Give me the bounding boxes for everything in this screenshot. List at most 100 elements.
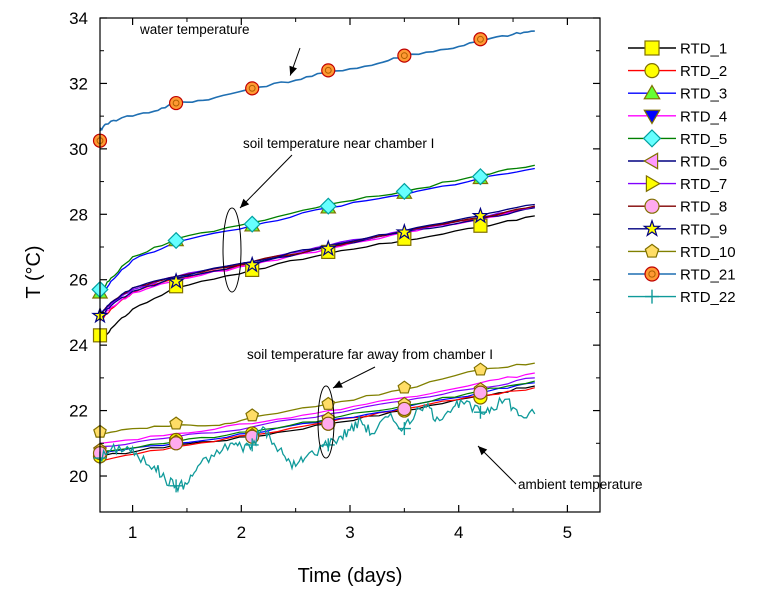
legend-marker-rtd_21-inner (648, 270, 656, 278)
series-marker-rtd_21-inner (248, 84, 256, 92)
annotation-ellipse (317, 385, 335, 459)
series-marker-rtd_22 (397, 422, 411, 436)
series-marker-rtd_21 (473, 32, 488, 47)
annotation-label: ambient temperature (518, 477, 643, 492)
series-line-rtd_5 (99, 164, 535, 294)
legend-marker-rtd_21 (644, 266, 660, 282)
series-line-rtd_4 (99, 207, 535, 320)
legend-marker-rtd_1 (644, 40, 660, 56)
series-marker-rtd_9 (167, 272, 185, 289)
legend-marker-rtd_9 (642, 218, 662, 237)
series-marker-rtd_9 (395, 222, 414, 240)
series-line-rtd_22 (99, 396, 536, 494)
series-marker-rtd_9 (319, 239, 338, 257)
series-marker-rtd_9 (471, 206, 490, 224)
annotation-arrow-head (478, 446, 488, 456)
series-marker-rtd_21 (397, 48, 412, 63)
series-line-rtd_6 (99, 207, 535, 318)
legend-label-rtd_10: RTD_10 (680, 244, 736, 261)
series-marker-rtd_21-inner (324, 66, 332, 74)
series-marker-rtd_22 (245, 438, 259, 452)
legend-label-rtd_6: RTD_6 (680, 154, 727, 171)
series-marker-rtd_21 (168, 95, 184, 111)
series-marker-rtd_9 (243, 255, 262, 273)
y-tick-label: 24 (69, 336, 88, 355)
x-axis-title: Time (days) (298, 565, 403, 587)
legend-label-rtd_8: RTD_8 (680, 199, 727, 216)
series-marker-rtd_21-inner (477, 35, 484, 43)
legend-marker-rtd_2 (644, 62, 660, 79)
legend-marker-rtd_10 (644, 243, 660, 258)
x-tick-label: 5 (563, 523, 572, 542)
legend-marker-rtd_3 (643, 84, 661, 100)
y-tick-label: 20 (69, 467, 88, 486)
series-marker-rtd_10 (169, 416, 183, 430)
series-marker-rtd_10 (473, 362, 488, 376)
series-marker-rtd_21-inner (400, 52, 408, 60)
legend-marker-rtd_4 (643, 109, 661, 125)
series-marker-rtd_21 (321, 63, 336, 78)
series-marker-rtd_5 (395, 182, 413, 201)
legend-label-rtd_7: RTD_7 (680, 176, 727, 193)
x-tick-label: 1 (128, 523, 137, 542)
annotation-arrow-line (239, 154, 293, 209)
series-line-rtd_8 (99, 205, 535, 317)
series-marker-rtd_5 (243, 215, 261, 233)
legend-label-rtd_2: RTD_2 (680, 63, 727, 80)
y-tick-label: 32 (69, 74, 88, 93)
annotation-arrow-head (333, 380, 343, 388)
y-tick-label: 34 (69, 9, 88, 28)
legend-marker-rtd_8 (644, 198, 660, 214)
annotation-arrow-head (289, 65, 298, 76)
series-marker-rtd_21 (245, 81, 260, 96)
y-tick-label: 22 (69, 402, 88, 421)
series-line-rtd_21 (99, 30, 535, 132)
legend: RTD_1 RTD_2 RTD_3 RTD_4 RTD_5 RTD_6 RTD_7 RTD_8… (628, 40, 736, 306)
legend-marker-rtd_6 (643, 152, 659, 170)
y-tick-label: 28 (69, 205, 88, 224)
legend-label-rtd_21: RTD_21 (680, 267, 736, 284)
series-marker-rtd_10 (321, 396, 336, 410)
legend-marker-rtd_7 (645, 174, 661, 193)
lower-soil-marker (321, 416, 336, 431)
lower-soil-line (99, 372, 535, 444)
series-line-rtd_2 (99, 205, 535, 322)
annotation-label: soil temperature near chamber I (243, 136, 434, 151)
legend-label-rtd_9: RTD_9 (680, 221, 727, 238)
annotations: water temperature soil temperature near c… (139, 22, 643, 492)
legend-label-rtd_5: RTD_5 (680, 131, 727, 148)
annotation-arrow-head (240, 198, 250, 208)
series-line-rtd_7 (99, 205, 535, 317)
y-tick-label: 30 (69, 140, 88, 159)
lower-soil-line (99, 377, 535, 448)
series-marker-rtd_5 (167, 231, 185, 250)
legend-label-rtd_4: RTD_4 (680, 108, 727, 125)
legend-label-rtd_3: RTD_3 (680, 86, 727, 103)
annotation-label: soil temperature far away from chamber I (247, 347, 493, 362)
x-tick-label: 3 (345, 523, 354, 542)
series-line-rtd_3 (99, 167, 535, 297)
lower-soil-marker (473, 385, 488, 400)
series-marker-rtd_10 (397, 380, 412, 394)
lower-soil-marker (168, 436, 184, 451)
series-marker-rtd_5 (319, 197, 337, 215)
y-tick-label: 26 (69, 271, 88, 290)
legend-label-rtd_1: RTD_1 (680, 41, 727, 58)
legend-marker-rtd_5 (642, 129, 662, 148)
x-tick-label: 4 (454, 523, 463, 542)
series-marker-rtd_10 (245, 408, 260, 422)
lower-soil-marker (397, 401, 412, 417)
legend-marker-rtd_22 (645, 289, 659, 304)
series-marker-rtd_21-inner (172, 99, 180, 107)
plot-area (91, 30, 536, 494)
x-tick-label: 2 (237, 523, 246, 542)
y-axis-title: T (°C) (23, 245, 45, 298)
series-marker-rtd_22 (473, 405, 487, 419)
series-marker-rtd_22 (169, 479, 183, 493)
legend-label-rtd_22: RTD_22 (680, 289, 736, 306)
annotation-label: water temperature (139, 22, 250, 37)
series-marker-rtd_5 (471, 168, 490, 186)
annotation-ellipse (222, 207, 242, 293)
